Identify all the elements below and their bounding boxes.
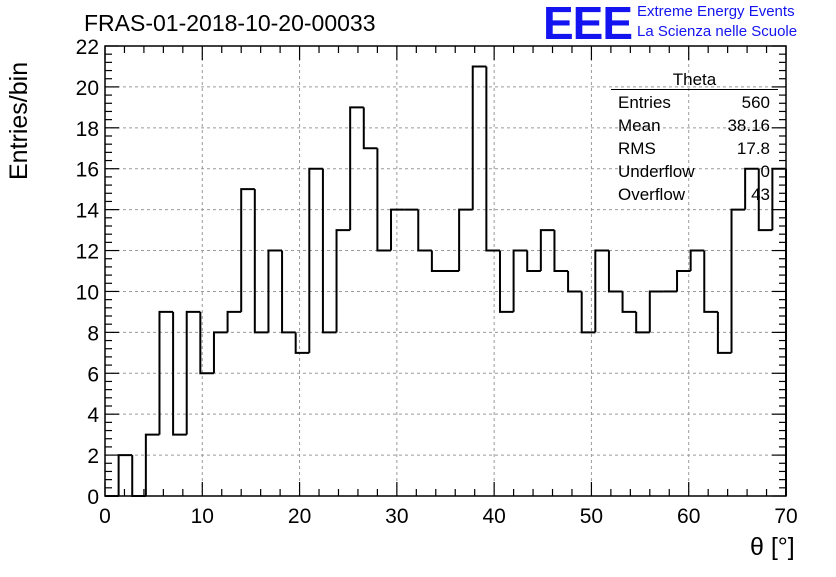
stats-divider xyxy=(611,89,778,90)
histogram-bin xyxy=(607,250,623,293)
histogram-bin xyxy=(553,230,569,272)
y-tick-label: 14 xyxy=(76,200,100,223)
stats-value: 43 xyxy=(751,185,770,204)
y-tick-label: 4 xyxy=(87,404,99,427)
x-tick-label: 70 xyxy=(774,505,797,528)
stats-key: Mean xyxy=(618,116,661,135)
histogram-bin xyxy=(253,189,269,334)
histogram-bin xyxy=(744,167,759,210)
histogram-bin xyxy=(689,249,705,271)
stats-row-overflow: Overflow 43 xyxy=(618,185,770,207)
histogram-bin xyxy=(117,454,133,496)
histogram-bin xyxy=(226,310,242,333)
histogram-bin xyxy=(648,290,664,333)
histogram-bin xyxy=(716,311,732,354)
y-tick-label: 6 xyxy=(87,363,99,386)
y-tick-label: 18 xyxy=(76,118,99,141)
histogram-bin xyxy=(376,148,392,252)
stats-key: Entries xyxy=(618,93,671,112)
histogram-bin xyxy=(757,168,773,232)
plot-title: FRAS-01-2018-10-20-00033 xyxy=(84,10,376,36)
stats-title: Theta xyxy=(672,70,717,89)
histogram-bin xyxy=(267,249,283,333)
histogram-bin xyxy=(321,168,337,334)
y-tick-label: 16 xyxy=(76,159,99,182)
x-tick-label: 0 xyxy=(99,505,111,528)
histogram-bin xyxy=(567,271,582,293)
y-tick-label: 0 xyxy=(87,486,99,509)
histogram-bin xyxy=(185,310,201,435)
histogram-bin xyxy=(471,65,487,210)
histogram-bin xyxy=(594,249,609,333)
histogram-bin xyxy=(703,250,718,313)
x-tick-label: 10 xyxy=(191,505,214,528)
x-tick-label: 50 xyxy=(580,505,603,528)
histogram-bin xyxy=(240,188,255,312)
logo-caption-line1: Extreme Energy Events xyxy=(637,3,795,20)
y-tick-label: 10 xyxy=(76,281,99,304)
histogram-bin xyxy=(362,107,378,150)
stats-row-entries: Entries 560 xyxy=(618,93,770,115)
y-tick-label: 22 xyxy=(76,36,99,59)
stats-value: 560 xyxy=(741,93,770,112)
stats-row-mean: Mean 38.16 xyxy=(618,116,770,138)
histogram-bin xyxy=(199,311,214,375)
histogram-bin xyxy=(635,311,650,334)
histogram-bin xyxy=(335,229,351,333)
logo-caption-line2: La Scienza nelle Scuole xyxy=(637,23,798,40)
x-tick-label: 30 xyxy=(385,505,408,528)
stats-key: Underflow xyxy=(618,162,695,181)
axis-tick-labels: 0 10 20 30 40 50 60 70 0 2 4 6 8 10 12 14 16 18 20 22 xyxy=(76,36,798,528)
stats-row-rms: RMS 17.8 xyxy=(618,139,770,161)
histogram-bin xyxy=(172,311,187,436)
histogram-bin xyxy=(308,167,323,353)
histogram-bin xyxy=(539,229,555,271)
histogram-bin xyxy=(390,208,405,251)
y-tick-label: 12 xyxy=(76,241,99,264)
histogram-bin xyxy=(498,250,514,313)
histogram-bin xyxy=(417,209,432,252)
y-tick-label: 2 xyxy=(87,445,99,468)
x-axis-label: θ [°] xyxy=(750,533,795,561)
histogram-bin xyxy=(430,250,446,272)
histogram-bin xyxy=(458,208,473,271)
histogram-bin xyxy=(676,270,691,292)
axis-ticks xyxy=(104,45,787,497)
x-tick-label: 60 xyxy=(677,505,700,528)
y-tick-label: 20 xyxy=(76,77,99,100)
stats-value: 38.16 xyxy=(727,116,770,135)
stats-value: 0 xyxy=(760,162,770,181)
histogram-bin xyxy=(580,291,596,334)
x-tick-label: 20 xyxy=(288,505,311,528)
histogram-bin xyxy=(294,332,310,354)
histogram-bin xyxy=(771,167,786,231)
histogram-bin xyxy=(621,291,637,313)
y-tick-label: 8 xyxy=(87,322,99,345)
histogram-bin xyxy=(158,310,174,435)
eee-logo: EEE xyxy=(543,0,633,49)
stats-key: RMS xyxy=(618,139,656,158)
histogram-bin xyxy=(144,433,160,496)
stats-key: Overflow xyxy=(618,185,686,204)
y-axis-label: Entries/bin xyxy=(5,61,33,180)
stats-value: 17.8 xyxy=(736,139,770,158)
plot-frame xyxy=(104,45,787,497)
histogram-bin xyxy=(212,331,228,374)
histogram-bin xyxy=(526,250,541,272)
stats-row-underflow: Underflow 0 xyxy=(618,162,770,184)
histogram-bin xyxy=(485,66,500,252)
histogram-bin xyxy=(512,249,528,312)
histogram-bin xyxy=(281,250,296,334)
histogram-bin xyxy=(730,208,746,353)
x-tick-label: 40 xyxy=(482,505,505,528)
histogram-bin xyxy=(349,106,364,231)
